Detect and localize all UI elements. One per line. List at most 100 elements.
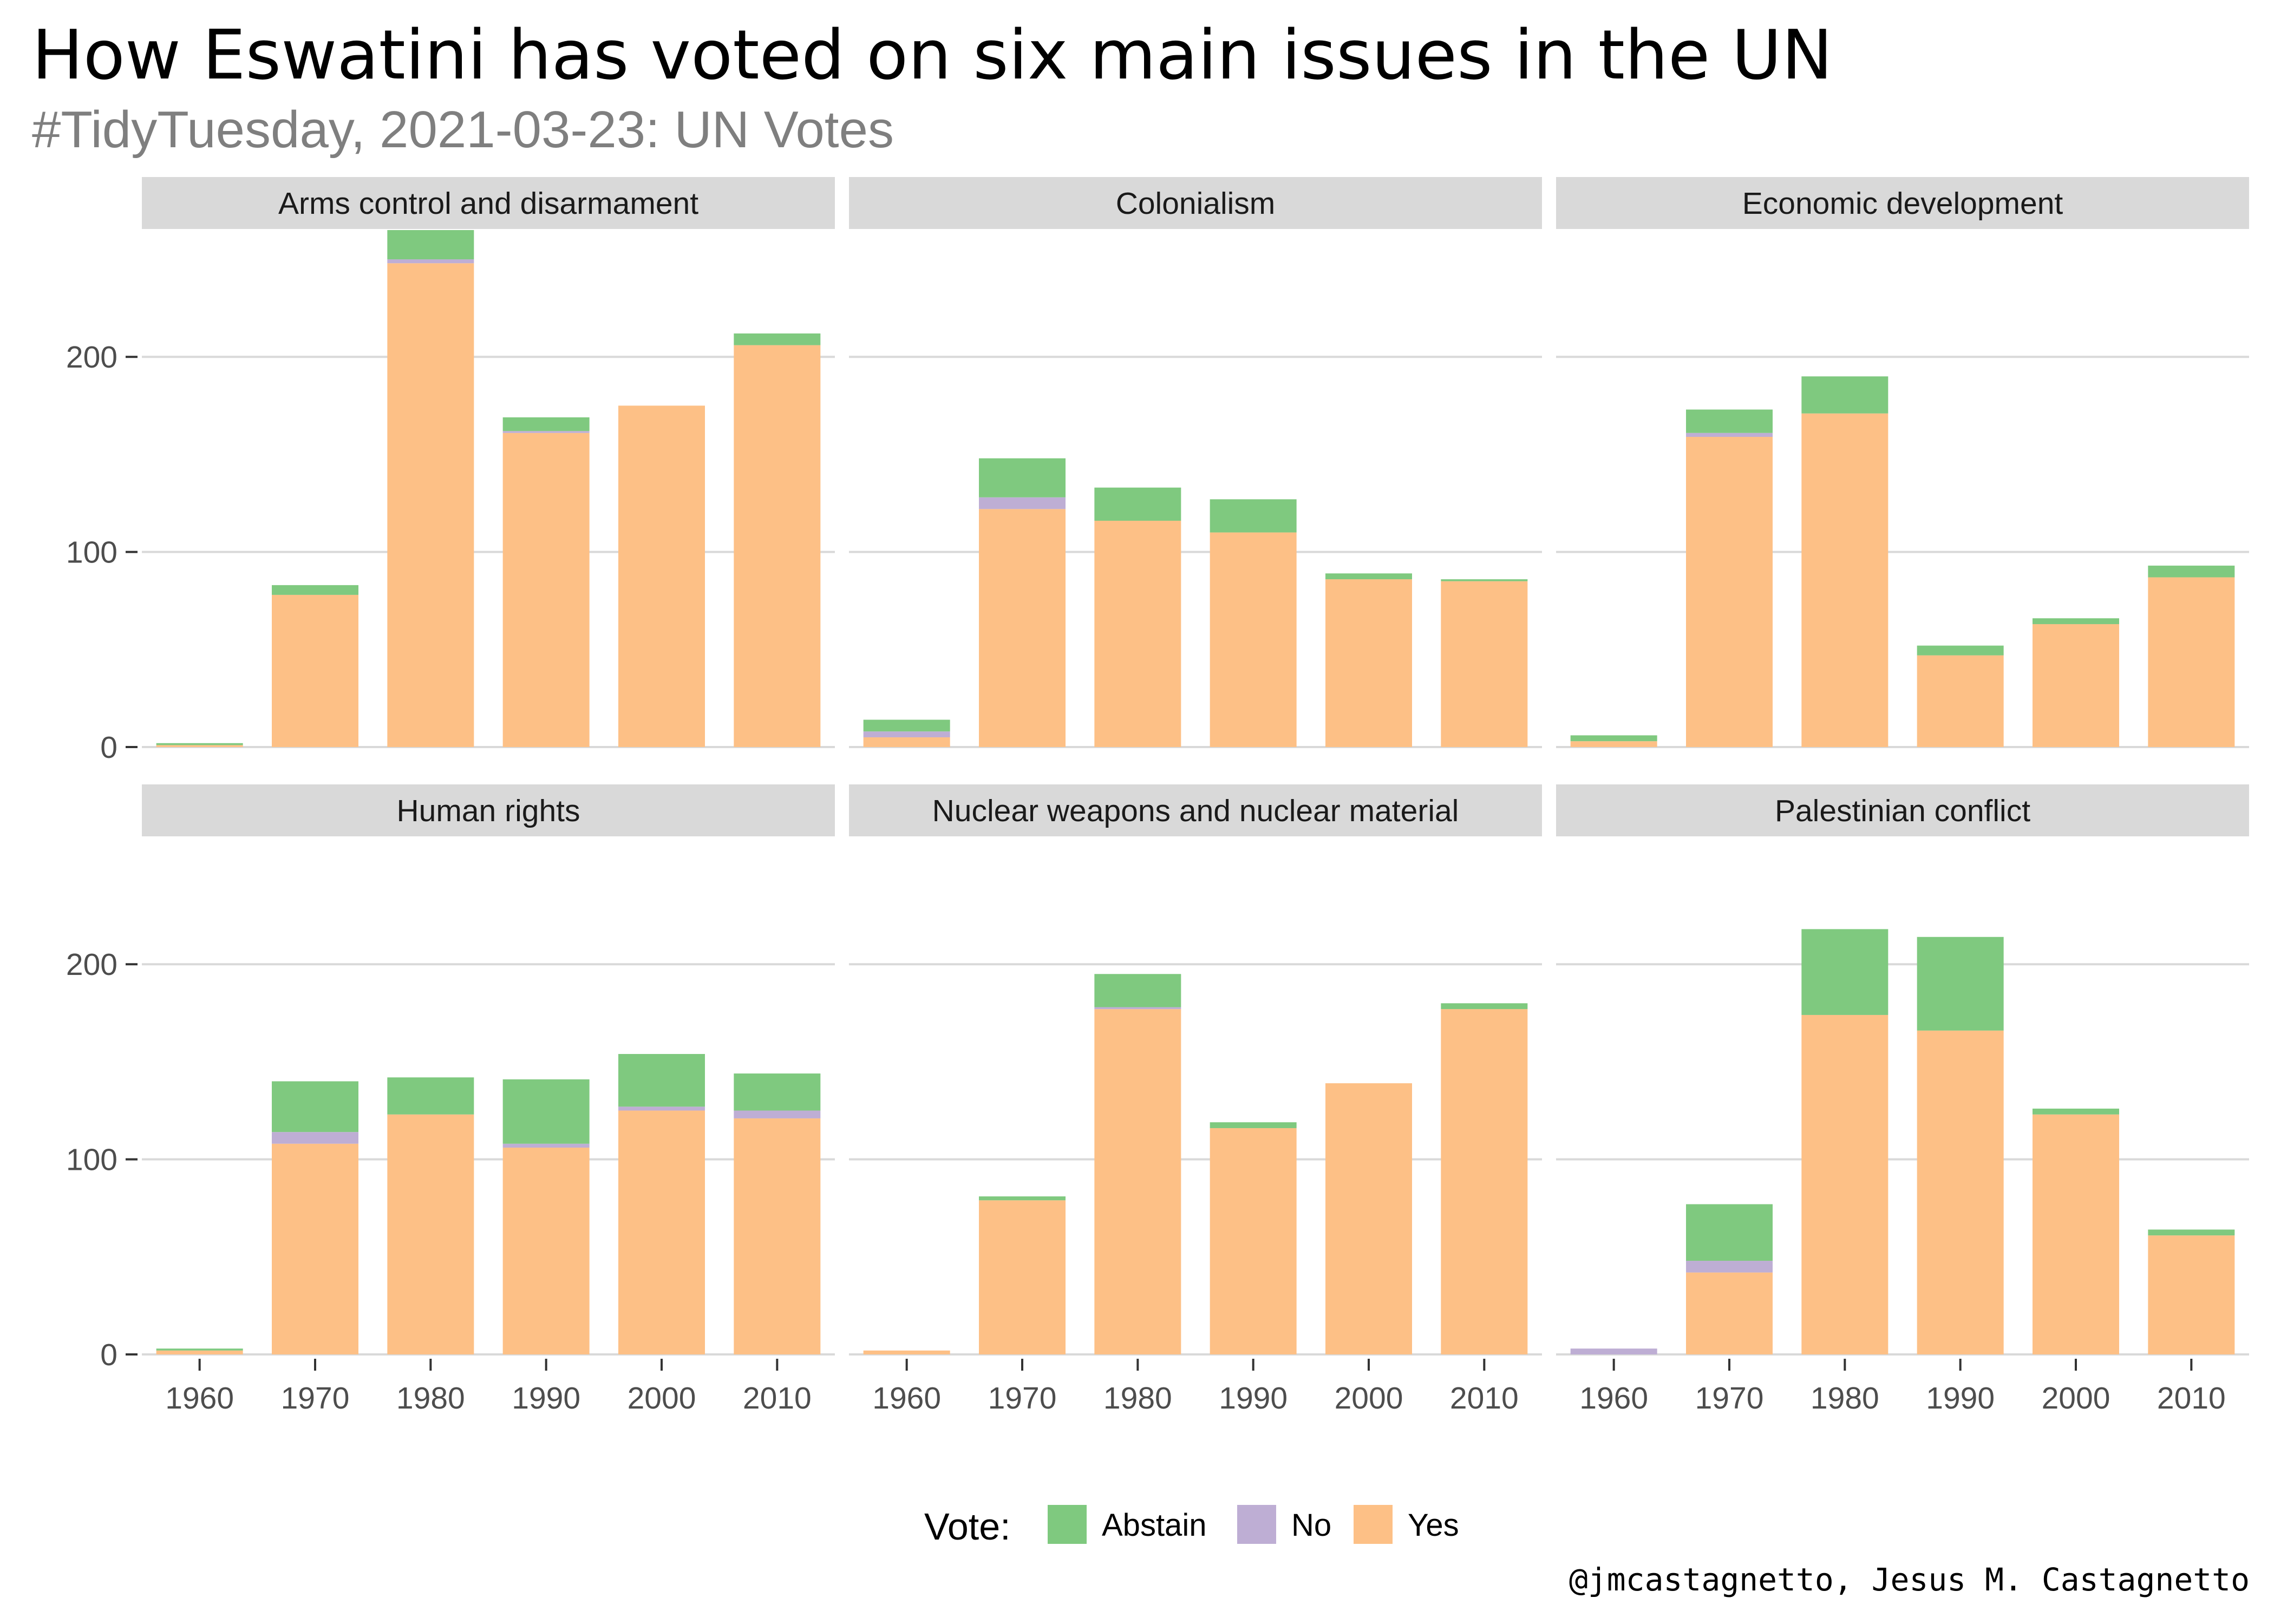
bar-abstain-1970 bbox=[1686, 1204, 1773, 1261]
bar-abstain-2000 bbox=[2033, 618, 2119, 624]
bar-yes-1960 bbox=[1570, 741, 1657, 747]
strip-human-rights bbox=[142, 784, 835, 836]
bar-yes-1970 bbox=[1686, 1272, 1773, 1354]
x-tick-label: 2010 bbox=[743, 1381, 812, 1416]
bar-abstain-1980 bbox=[387, 1077, 474, 1115]
bar-yes-1960 bbox=[863, 1350, 950, 1354]
legend-label-yes: Yes bbox=[1408, 1508, 1459, 1543]
x-tick-label: 2010 bbox=[2157, 1381, 2226, 1416]
legend-label-abstain: Abstain bbox=[1102, 1508, 1206, 1543]
bar-yes-1990 bbox=[502, 433, 590, 747]
bar-abstain-1960 bbox=[1570, 735, 1657, 742]
bar-yes-2000 bbox=[1325, 579, 1412, 747]
y-tick-label: 0 bbox=[100, 730, 117, 765]
bar-abstain-1990 bbox=[1210, 1122, 1297, 1128]
strip-label: Economic development bbox=[1742, 186, 2063, 221]
x-tick-label: 1960 bbox=[1579, 1381, 1648, 1416]
bar-no-1970 bbox=[1686, 433, 1773, 437]
facet-panels: Arms control and disarmament 0 100 200 Colon… bbox=[66, 177, 2249, 1416]
x-tick-label: 2000 bbox=[2042, 1381, 2110, 1416]
bar-abstain-1980 bbox=[1801, 929, 1889, 1015]
bar-abstain-1990 bbox=[1917, 645, 2004, 656]
bar-yes-1960 bbox=[156, 1350, 243, 1354]
bar-yes-1990 bbox=[1210, 1128, 1297, 1354]
strip-palestinian-conflict bbox=[1556, 784, 2249, 836]
bar-abstain-1970 bbox=[979, 458, 1066, 497]
chart-subtitle: #TidyTuesday, 2021-03-23: UN Votes bbox=[32, 101, 894, 159]
bar-yes-1980 bbox=[1094, 520, 1181, 747]
y-tick-label: 200 bbox=[66, 340, 117, 375]
bar-abstain-1970 bbox=[272, 1081, 358, 1132]
bar-no-1970 bbox=[979, 497, 1066, 509]
y-tick-label: 0 bbox=[100, 1338, 117, 1372]
bar-abstain-2000 bbox=[1325, 573, 1412, 580]
bar-no-2000 bbox=[618, 1106, 705, 1111]
bar-yes-1990 bbox=[1917, 655, 2004, 747]
bar-abstain-1990 bbox=[502, 1079, 590, 1144]
bar-yes-1970 bbox=[272, 594, 358, 747]
bar-yes-1990 bbox=[1917, 1030, 2004, 1354]
bar-no-1980 bbox=[387, 259, 474, 264]
bar-yes-1960 bbox=[863, 737, 950, 747]
bar-no-1970 bbox=[272, 1132, 358, 1144]
bar-yes-1980 bbox=[387, 263, 474, 747]
bar-abstain-1980 bbox=[1094, 487, 1181, 521]
bar-abstain-2000 bbox=[2033, 1108, 2119, 1115]
legend-key-no bbox=[1237, 1505, 1276, 1544]
panel-economic-development: Economic development bbox=[1556, 177, 2249, 748]
x-tick-label: 1980 bbox=[1103, 1381, 1172, 1416]
bar-no-1970 bbox=[1686, 1261, 1773, 1273]
bar-yes-2010 bbox=[1441, 581, 1528, 747]
bar-yes-1980 bbox=[1094, 1009, 1181, 1354]
bar-yes-1990 bbox=[1210, 532, 1297, 747]
bar-abstain-1980 bbox=[387, 230, 474, 260]
bar-abstain-1990 bbox=[502, 417, 590, 431]
bar-abstain-1980 bbox=[1094, 974, 1181, 1007]
bar-abstain-2010 bbox=[1441, 579, 1528, 581]
bar-no-1960 bbox=[863, 731, 950, 737]
legend-label-no: No bbox=[1291, 1508, 1331, 1543]
bar-abstain-1990 bbox=[1210, 499, 1297, 533]
bar-yes-2000 bbox=[2033, 624, 2119, 747]
strip-label: Colonialism bbox=[1116, 186, 1276, 221]
bar-abstain-1970 bbox=[979, 1196, 1066, 1201]
strip-arms-control-and-disarmament bbox=[142, 177, 835, 229]
strip-nuclear-weapons-and-nuclear-material bbox=[849, 784, 1542, 836]
bar-yes-1980 bbox=[387, 1114, 474, 1354]
x-tick-label: 1960 bbox=[872, 1381, 941, 1416]
bar-yes-2010 bbox=[734, 345, 821, 747]
bar-yes-2000 bbox=[2033, 1114, 2119, 1354]
chart-title: How Eswatini has voted on six main issue… bbox=[32, 15, 1833, 95]
bar-no-1990 bbox=[502, 1143, 590, 1148]
x-tick-label: 1980 bbox=[1811, 1381, 1879, 1416]
bar-yes-2010 bbox=[2148, 1235, 2235, 1354]
bar-yes-1960 bbox=[156, 745, 243, 747]
bar-yes-2010 bbox=[734, 1118, 821, 1354]
panel-palestinian-conflict: Palestinian conflict 1960 1970 1980 1990 2000… bbox=[1556, 784, 2249, 1416]
x-tick-label: 2000 bbox=[1335, 1381, 1403, 1416]
bar-no-2010 bbox=[734, 1110, 821, 1118]
x-tick-label: 1960 bbox=[165, 1381, 234, 1416]
x-tick-label: 1970 bbox=[1695, 1381, 1764, 1416]
strip-label: Palestinian conflict bbox=[1775, 794, 2030, 828]
x-tick-label: 1970 bbox=[281, 1381, 350, 1416]
bar-yes-2010 bbox=[2148, 577, 2235, 747]
x-tick-label: 1990 bbox=[512, 1381, 580, 1416]
y-tick-label: 200 bbox=[66, 947, 117, 982]
bar-abstain-1990 bbox=[1917, 937, 2004, 1031]
bar-yes-1970 bbox=[1686, 437, 1773, 747]
x-tick-label: 1990 bbox=[1219, 1381, 1288, 1416]
bar-no-1990 bbox=[502, 431, 590, 433]
bar-yes-2010 bbox=[1441, 1009, 1528, 1354]
panel-nuclear-weapons-and-nuclear-material: Nuclear weapons and nuclear material 1960… bbox=[849, 784, 1542, 1416]
bar-no-1980 bbox=[1094, 1007, 1181, 1010]
bar-yes-2000 bbox=[618, 1110, 705, 1354]
bar-yes-1980 bbox=[1801, 1014, 1889, 1354]
strip-economic-development bbox=[1556, 177, 2249, 229]
bar-abstain-1960 bbox=[156, 743, 243, 745]
bar-yes-2000 bbox=[618, 405, 705, 747]
bar-abstain-2010 bbox=[734, 1073, 821, 1111]
bar-yes-1970 bbox=[979, 509, 1066, 747]
strip-label: Arms control and disarmament bbox=[278, 186, 698, 221]
x-tick-label: 1970 bbox=[988, 1381, 1057, 1416]
